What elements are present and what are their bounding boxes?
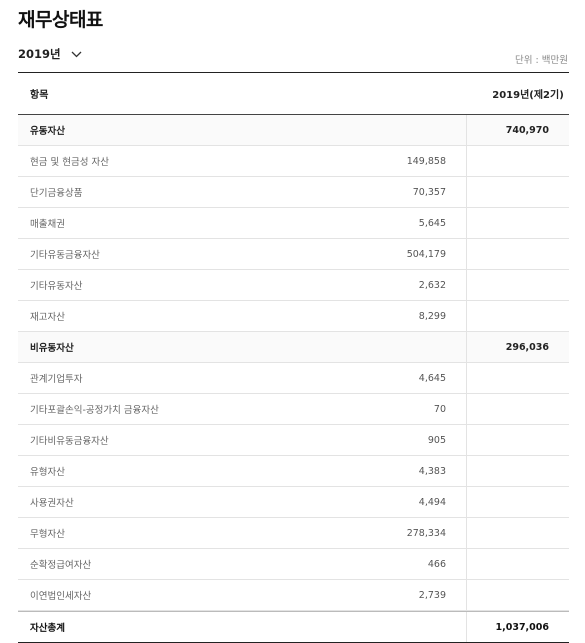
row-label: 기타유동금융자산 [30, 250, 100, 261]
row-detail-value: 466 [427, 558, 446, 570]
row-label: 순확정급여자산 [30, 560, 92, 571]
row-detail-value: 2,632 [418, 279, 446, 291]
row-detail-value: 5,645 [418, 217, 446, 229]
row-detail-value: 70,357 [412, 186, 446, 198]
row-total-value [466, 456, 569, 486]
row-detail-value: 149,858 [406, 155, 446, 167]
row-label: 비유동자산 [30, 343, 74, 354]
row-total-value [466, 270, 569, 300]
row-detail-value [326, 332, 466, 362]
row-label: 무형자산 [30, 529, 65, 540]
row-detail-value: 8,299 [418, 310, 446, 322]
total-row: 자산총계 1,037,006 [18, 611, 569, 643]
row-label: 기타포괄손익-공정가치 금융자산 [30, 405, 159, 416]
row-detail-value: 2,739 [418, 589, 446, 601]
table-row: 기타유동금융자산 504,179 [18, 239, 569, 270]
row-total-value [466, 487, 569, 517]
row-label: 유형자산 [30, 467, 65, 478]
row-total-value [466, 239, 569, 269]
row-total-value: 740,970 [466, 115, 569, 145]
row-total-value [466, 394, 569, 424]
row-detail-value: 4,645 [418, 372, 446, 384]
page-title: 재무상태표 [18, 9, 103, 31]
table-row: 순확정급여자산 466 [18, 549, 569, 580]
table-row: 현금 및 현금성 자산 149,858 [18, 146, 569, 177]
row-total-value [466, 208, 569, 238]
row-detail-value [326, 115, 466, 145]
table-row: 유형자산 4,383 [18, 456, 569, 487]
table-row: 재고자산 8,299 [18, 301, 569, 332]
table-body: 유동자산 740,970 현금 및 현금성 자산 149,858 단기금융상품 70,35… [18, 115, 569, 643]
row-label: 현금 및 현금성 자산 [30, 157, 109, 168]
row-detail-value: 70 [433, 403, 446, 415]
table-row: 이연법인세자산 2,739 [18, 580, 569, 611]
table-row: 사용권자산 4,494 [18, 487, 569, 518]
row-label: 단기금융상품 [30, 188, 83, 199]
row-label: 이연법인세자산 [30, 591, 92, 602]
table-row: 관계기업투자 4,645 [18, 363, 569, 394]
row-label: 기타비유동금융자산 [30, 436, 109, 447]
table-row: 기타포괄손익-공정가치 금융자산 70 [18, 394, 569, 425]
chevron-down-icon [71, 51, 82, 57]
table-header: 항목 2019년(제2기) [18, 73, 569, 115]
table-row: 기타비유동금융자산 905 [18, 425, 569, 456]
row-total-value [466, 301, 569, 331]
table-row: 단기금융상품 70,357 [18, 177, 569, 208]
row-label: 자산총계 [30, 623, 65, 634]
balance-sheet-table: 항목 2019년(제2기) 유동자산 740,970 현금 및 현금성 자산 149,… [18, 72, 569, 643]
header-item: 항목 [30, 90, 49, 101]
row-total-value: 1,037,006 [466, 612, 569, 642]
year-dropdown[interactable]: 2019년 [18, 46, 82, 62]
row-label: 유동자산 [30, 126, 65, 137]
row-detail-value: 905 [427, 434, 446, 446]
row-label: 관계기업투자 [30, 374, 83, 385]
row-total-value [466, 549, 569, 579]
row-total-value [466, 518, 569, 548]
row-label: 매출채권 [30, 219, 65, 230]
year-dropdown-value: 2019년 [18, 47, 61, 61]
row-label: 기타유동자산 [30, 281, 83, 292]
row-label: 사용권자산 [30, 498, 74, 509]
row-detail-value: 504,179 [406, 248, 446, 260]
row-total-value [466, 146, 569, 176]
row-detail-value: 278,334 [406, 527, 446, 539]
row-total-value: 296,036 [466, 332, 569, 362]
table-row: 무형자산 278,334 [18, 518, 569, 549]
row-total-value [466, 363, 569, 393]
group-row: 유동자산 740,970 [18, 115, 569, 146]
row-label: 재고자산 [30, 312, 65, 323]
row-total-value [466, 177, 569, 207]
row-detail-value: 4,494 [418, 496, 446, 508]
row-total-value [466, 580, 569, 610]
header-period: 2019년(제2기) [492, 90, 564, 101]
group-row: 비유동자산 296,036 [18, 332, 569, 363]
table-row: 매출채권 5,645 [18, 208, 569, 239]
table-row: 기타유동자산 2,632 [18, 270, 569, 301]
unit-label: 단위 : 백만원 [515, 55, 568, 66]
row-total-value [466, 425, 569, 455]
row-detail-value: 4,383 [418, 465, 446, 477]
row-detail-value [326, 612, 466, 642]
